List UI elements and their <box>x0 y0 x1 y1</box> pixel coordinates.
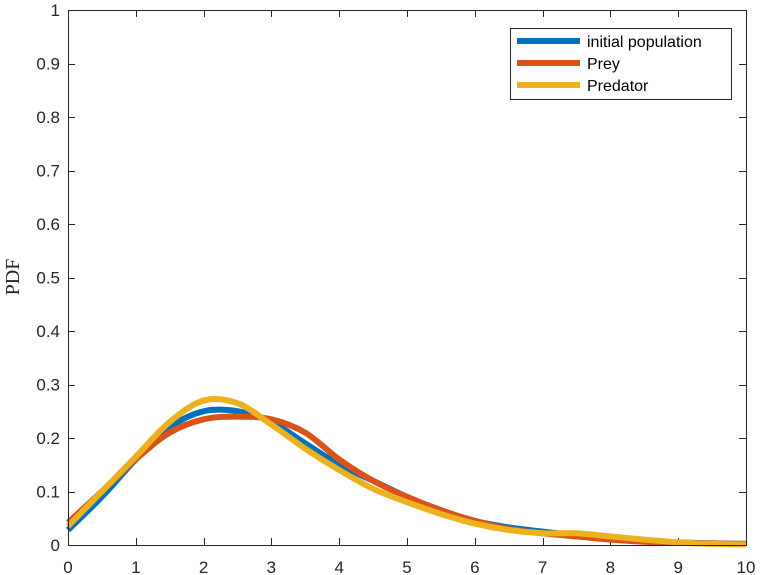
y-tick-label: 1 <box>51 1 60 20</box>
x-tick-label: 5 <box>402 558 411 575</box>
legend-label-prey: Prey <box>587 56 620 73</box>
x-tick-label: 0 <box>63 558 72 575</box>
y-tick-label: 0.2 <box>36 429 60 448</box>
x-tick-label: 9 <box>673 558 682 575</box>
x-tick-label: 1 <box>131 558 140 575</box>
y-tick-label: 0.1 <box>36 483 60 502</box>
y-tick-label: 0.7 <box>36 162 60 181</box>
x-tick-label: 8 <box>606 558 615 575</box>
y-axis-label: PDF <box>2 259 24 296</box>
legend-label-predator: Predator <box>587 78 649 95</box>
x-tick-label: 10 <box>737 558 756 575</box>
y-tick-label: 0.3 <box>36 376 60 395</box>
y-tick-label: 0.6 <box>36 215 60 234</box>
legend-label-initial-population: initial population <box>587 34 702 51</box>
x-tick-label: 7 <box>538 558 547 575</box>
ticks-layer: 0 1 2 3 4 5 6 7 8 9 10 0 0.1 0.2 0.3 0.4 0.5 0.6 0.7 0.8 0.9… <box>36 1 755 575</box>
y-tick-label: 0 <box>51 536 60 555</box>
y-tick-label: 0.8 <box>36 108 60 127</box>
series-layer <box>65 395 747 548</box>
y-tick-label: 0.5 <box>36 269 60 288</box>
x-tick-label: 6 <box>470 558 479 575</box>
axes-box <box>68 10 747 546</box>
y-tick-label: 0.4 <box>36 322 60 341</box>
x-tick-label: 2 <box>199 558 208 575</box>
legend: initial population Prey Predator <box>510 28 732 100</box>
series-line-predator <box>65 395 747 548</box>
y-tick-label: 0.9 <box>36 55 60 74</box>
x-tick-label: 4 <box>334 558 343 575</box>
x-tick-label: 3 <box>267 558 276 575</box>
